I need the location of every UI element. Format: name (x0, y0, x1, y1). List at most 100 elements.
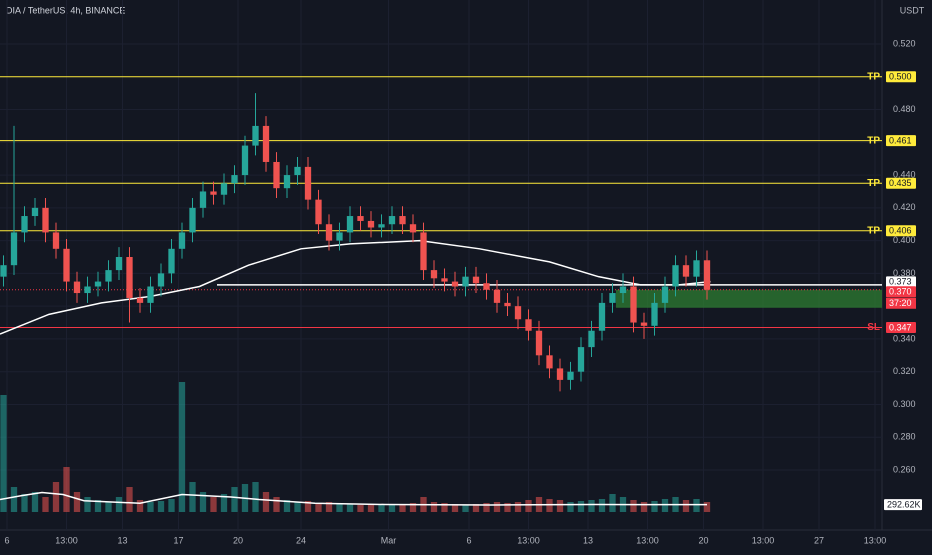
countdown-box (886, 297, 916, 309)
x-tick-label: 13:00 (55, 535, 78, 545)
last-price-label-box (886, 286, 916, 298)
candle-body (493, 289, 501, 303)
moving-average-line (0, 239, 711, 335)
candle-body (651, 302, 658, 326)
candle-body (483, 283, 490, 290)
candle-body (325, 224, 333, 241)
level-value-label: 0.347 (889, 322, 912, 332)
x-tick-label: 20 (698, 535, 708, 545)
candle-body (567, 371, 574, 380)
candle-body (609, 293, 616, 303)
candle-body (661, 286, 669, 303)
y-tick-label: 0.320 (893, 366, 916, 376)
volume-bar (10, 487, 18, 512)
x-tick-label: 13 (583, 535, 593, 545)
candle-body (619, 286, 627, 294)
volume-bar (703, 502, 711, 512)
volume-bar (178, 382, 186, 512)
y-tick-label: 0.480 (893, 104, 916, 114)
candle-body (199, 191, 207, 208)
volume-bar (472, 504, 480, 512)
volume-bar (63, 467, 70, 512)
volume-bar (262, 492, 270, 512)
candle-body (556, 368, 564, 380)
candle-body (630, 286, 637, 323)
candle-body (273, 161, 280, 189)
volume-bar (346, 504, 354, 512)
candle-body (147, 286, 154, 303)
volume-bar (210, 497, 217, 512)
volume-bar (84, 497, 91, 512)
last-price-label: 0.370 (889, 287, 912, 297)
candle-body (115, 257, 123, 271)
candle-body (294, 166, 301, 176)
volume-bar (693, 499, 700, 512)
level-label: SL (867, 322, 880, 333)
volume-bar (525, 500, 532, 512)
candle-body (189, 207, 196, 233)
candle-body (178, 232, 186, 249)
candle-body (0, 265, 7, 277)
volume-bar (357, 505, 364, 512)
candle-body (388, 216, 396, 225)
candle-body (52, 232, 60, 249)
x-tick-label: 27 (814, 535, 824, 545)
x-tick-label: 13:00 (864, 535, 887, 545)
candle-body (420, 232, 427, 271)
volume-bar (462, 505, 469, 512)
candle-body (262, 125, 270, 162)
volume-bar (451, 504, 459, 512)
candle-body (346, 216, 354, 233)
candle-body (84, 286, 91, 294)
volume-bar (199, 492, 207, 512)
volume-bar (52, 482, 60, 512)
volume-bar (588, 500, 595, 512)
volume-bar (283, 500, 291, 512)
volume-bar (252, 482, 259, 512)
level-value-label: 0.435 (889, 178, 912, 188)
volume-bar (315, 503, 322, 512)
volume-bar (367, 504, 375, 512)
volume-bar (136, 500, 144, 512)
candle-body (94, 281, 102, 287)
y-tick-label: 0.440 (893, 169, 916, 179)
x-tick-label: 6 (466, 535, 471, 545)
volume-bar (567, 502, 574, 512)
volume-bar (504, 503, 511, 512)
volume-bar (483, 503, 490, 512)
y-tick-label: 0.280 (893, 432, 916, 442)
volume-bar (168, 499, 175, 512)
candle-body (672, 265, 679, 287)
candle-body (462, 276, 469, 287)
y-tick-label: 0.300 (893, 399, 916, 409)
volume-bar (661, 499, 669, 512)
candle-body (682, 265, 690, 277)
volume-ma-label: 292.62K (887, 500, 921, 510)
volume-bar (399, 505, 406, 512)
candle-body (504, 302, 511, 307)
candle-body (472, 276, 480, 284)
candle-body (409, 224, 417, 233)
volume-bar (42, 497, 49, 512)
candle-body (231, 175, 238, 184)
x-tick-label: 13:00 (517, 535, 540, 545)
volume-bar (126, 487, 133, 512)
candle-body (283, 175, 291, 189)
x-tick-label: 24 (296, 535, 306, 545)
entry-value-label: 0.373 (889, 277, 912, 287)
candle-body (42, 207, 49, 233)
candle-body (105, 270, 112, 282)
volume-bar (21, 494, 28, 512)
candle-body (21, 216, 28, 233)
y-tick-label: 0.340 (893, 333, 916, 343)
volume-bar (630, 500, 637, 512)
volume-bar (336, 503, 343, 512)
candle-body (136, 297, 144, 303)
candle-body (210, 191, 217, 195)
volume-bar (147, 502, 154, 512)
candle-body (304, 166, 312, 200)
volume-bar (378, 505, 385, 512)
volume-bar (304, 501, 312, 512)
candle-body (315, 199, 322, 225)
